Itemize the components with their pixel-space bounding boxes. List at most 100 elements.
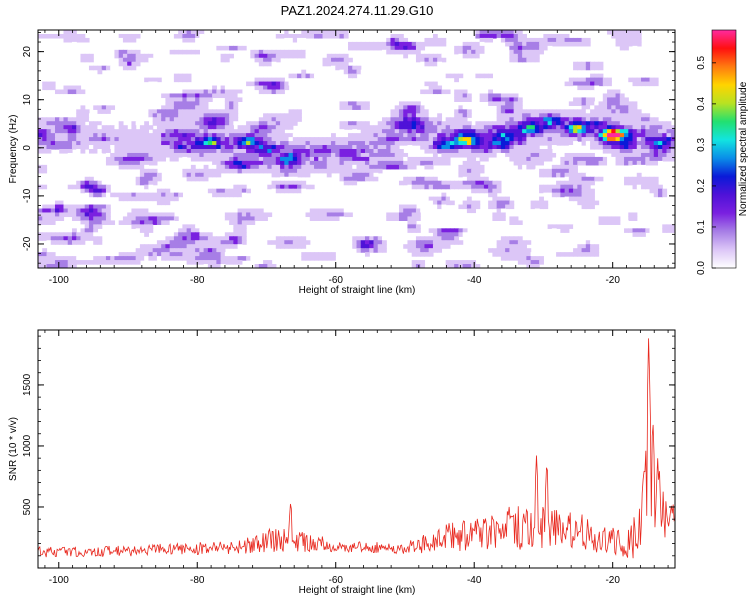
heatmap-cell	[560, 41, 566, 47]
heatmap-cell	[411, 240, 417, 245]
heatmap-cell	[139, 216, 145, 221]
heatmap-cell	[127, 164, 133, 170]
heatmap-cell	[530, 149, 536, 154]
heatmap-cell	[148, 57, 154, 63]
heatmap-cell	[263, 216, 268, 221]
heatmap-cell	[420, 41, 426, 47]
heatmap-cell	[496, 180, 502, 186]
heatmap-cell	[229, 212, 234, 218]
x-tick-label: -60	[329, 275, 344, 286]
heatmap-cell	[539, 204, 544, 210]
heatmap-cell	[602, 220, 608, 225]
heatmap-cell	[594, 73, 600, 79]
heatmap-cell	[649, 121, 655, 126]
heatmap-cell	[364, 160, 370, 166]
heatmap-cell	[611, 152, 617, 158]
heatmap-cell	[280, 49, 285, 55]
heatmap-cell	[67, 33, 73, 39]
y-tick-label: 1500	[22, 373, 33, 396]
heatmap-cell	[59, 125, 65, 130]
heatmap-cell	[38, 33, 43, 39]
heatmap-cell	[216, 260, 222, 265]
heatmap-cell	[543, 156, 549, 162]
heatmap-cell	[305, 172, 311, 178]
heatmap-cell	[449, 264, 455, 268]
heatmap-cell	[522, 248, 527, 253]
heatmap-cell	[398, 125, 404, 130]
heatmap-cell	[547, 33, 553, 39]
heatmap-cell	[556, 37, 561, 43]
heatmap-cell	[152, 168, 158, 174]
heatmap-cell	[573, 141, 578, 146]
heatmap-cell	[492, 133, 498, 138]
heatmap-cell	[233, 260, 239, 265]
heatmap-cell	[207, 109, 213, 114]
heatmap-cell	[131, 248, 137, 253]
heatmap-cell	[169, 101, 175, 106]
heatmap-cell	[131, 164, 137, 170]
heatmap-cell	[594, 252, 600, 257]
heatmap-cell	[288, 73, 294, 79]
heatmap-cell	[195, 156, 200, 162]
heatmap-cell	[122, 61, 128, 67]
heatmap-cell	[254, 133, 260, 138]
heatmap-cell	[441, 137, 447, 142]
heatmap-cell	[653, 129, 659, 134]
heatmap-cell	[182, 141, 188, 146]
heatmap-cell	[653, 117, 659, 122]
heatmap-cell	[173, 232, 179, 237]
heatmap-cell	[131, 256, 137, 261]
heatmap-cell	[653, 188, 659, 194]
heatmap-cell	[139, 164, 145, 170]
heatmap-cell	[93, 232, 99, 237]
heatmap-cell	[471, 129, 477, 134]
heatmap-cell	[615, 105, 621, 110]
heatmap-cell	[105, 184, 111, 190]
heatmap-cell	[479, 188, 485, 194]
heatmap-cell	[624, 176, 629, 182]
heatmap-cell	[471, 125, 477, 130]
heatmap-cell	[670, 129, 675, 134]
heatmap-cell	[182, 101, 188, 106]
heatmap-cell	[322, 141, 328, 146]
heatmap-cell	[203, 164, 209, 170]
heatmap-cell	[203, 97, 209, 102]
heatmap-cell	[624, 145, 629, 150]
heatmap-cell	[598, 97, 604, 102]
heatmap-cell	[42, 164, 48, 170]
heatmap-cell	[71, 228, 77, 233]
heatmap-cell	[284, 164, 290, 170]
heatmap-cell	[411, 208, 417, 214]
heatmap-cell	[182, 236, 188, 241]
heatmap-cell	[241, 137, 247, 142]
heatmap-cell	[607, 30, 612, 35]
heatmap-cell	[229, 105, 234, 110]
heatmap-cell	[216, 89, 222, 95]
heatmap-cell	[513, 117, 519, 122]
heatmap-cell	[666, 125, 672, 130]
heatmap-cell	[522, 113, 527, 118]
heatmap-cell	[407, 164, 413, 170]
heatmap-cell	[50, 256, 56, 261]
heatmap-cell	[224, 164, 230, 170]
heatmap-cell	[80, 228, 86, 233]
heatmap-cell	[407, 133, 413, 138]
heatmap-cell	[280, 33, 285, 39]
heatmap-cell	[267, 137, 273, 142]
heatmap-cell	[233, 236, 239, 241]
heatmap-cell	[492, 145, 498, 150]
heatmap-cell	[636, 228, 642, 233]
heatmap-cell	[560, 117, 566, 122]
heatmap-cell	[560, 188, 566, 194]
heatmap-cell	[454, 49, 460, 55]
heatmap-cell	[305, 73, 311, 79]
heatmap-cell	[182, 113, 188, 118]
heatmap-cell	[513, 93, 519, 99]
heatmap-cell	[335, 212, 341, 218]
heatmap-cell	[292, 160, 298, 166]
heatmap-cell	[496, 152, 502, 158]
heatmap-cell	[568, 184, 574, 190]
heatmap-cell	[488, 141, 493, 146]
heatmap-cell	[127, 61, 133, 67]
heatmap-cell	[513, 145, 519, 150]
